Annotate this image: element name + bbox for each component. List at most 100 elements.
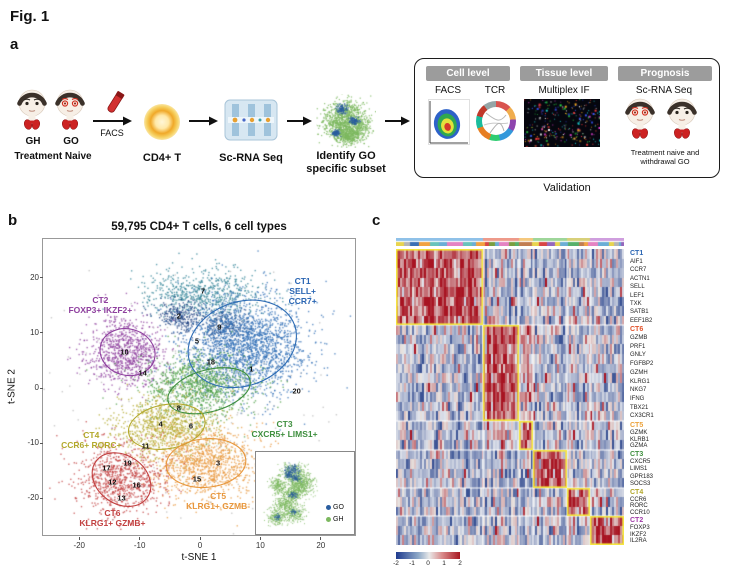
prognosis-caption: Treatment naive and withdrawal GO [630,148,700,167]
gene-label-eef1b2: EEF1B2 [630,317,653,324]
validation-scrna-label: Sc-RNA Seq [635,85,693,96]
tick-mark [78,537,80,540]
tsne-plot: GO GH 1 2 3 4 5 6 7 8 9 10 11 12 13 14 15 16 17 18 19 20 CT1 … [27,238,357,550]
arrow-icon [287,116,312,126]
facs-plot-icon [428,99,470,145]
legend-dot-gh [326,517,331,522]
tsne-label-ct3: CT3 CXCR5+ LIMS1+ [251,419,318,440]
tsne-cluster-number-15: 15 [192,474,202,484]
tsne-label-ct6: CT6 KLRG1+ GZMB+ [79,507,146,528]
gene-label-gzmh: GZMH [630,369,648,376]
validation-facs-label: FACS [434,85,462,96]
heatmap-group-header-ct4: CT4 [630,489,644,496]
tsne-cluster-number-18: 18 [206,357,216,366]
tsne-cluster-number-5: 5 [194,336,200,346]
tsne-label-ct5: CT5 KLRG1+ GZMB- [186,491,251,512]
legend-dot-go [326,505,331,510]
patient-gh-label: GH [25,136,41,147]
gene-label-il2ra: IL2RA [630,538,647,545]
prognosis-patient1-icon [622,95,658,143]
inset-legend-gh: GH [326,516,344,523]
arrow-icon [385,116,410,126]
tsne-cluster-number-19: 19 [123,458,132,467]
heatmap-genes-ct1: CT1 AIF1 CCR7 ACTN1 SELL LEF1 TXK SATB1 EEF1B2 [630,249,725,325]
tick-mark [40,277,43,279]
colorbar-tick-1: 1 [442,560,446,567]
tsne-xtick-20: 20 [316,541,326,550]
panel-a-label: a [10,36,19,53]
heatmap-group-header-ct3: CT3 [630,451,644,458]
gene-label-ccr6: CCR6 [630,497,647,503]
cluster-ellipse-ct4 [127,403,206,450]
cluster-ellipse-ct5 [165,438,247,489]
cluster-ellipse-ct1 [187,299,297,389]
validation-tcr-label: TCR [484,85,506,96]
heatmap-genes-ct5: CT5 GZMK KLRB1 GZMA [630,421,725,450]
tsne-cluster-number-6: 6 [188,421,194,431]
tsne-xtick--10: -10 [133,541,146,550]
gene-label-prf1: PRF1 [630,343,646,350]
gene-label-fgfbp2: FGFBP2 [630,361,654,368]
heatmap-genes-ct3: CT3 CXCR5 LIMS1 GPR183 SOCS3 [630,450,725,488]
identify-label: Identify GO specific subset [306,150,386,176]
legend-label-go: GO [333,504,344,511]
gene-label-satb1: SATB1 [630,309,649,316]
cell-level-header: Cell level [426,66,510,81]
cd4-cell-icon [144,104,180,140]
gene-label-foxp3: FOXP3 [630,525,650,531]
tsne-label-ct2: CT2 FOXP3+ IKZF2+ [68,295,133,316]
tick-mark [40,387,43,389]
scrnaseq-label: Sc-RNA Seq [219,152,283,164]
patient-go-icon [52,86,90,134]
blood-tube-icon [107,91,125,113]
tick-mark [199,537,201,540]
heatmap-colorbar [396,552,460,559]
tcr-chords [483,112,509,134]
cluster-ellipse-ct3 [167,367,251,415]
patient-go-label: GO [63,136,79,147]
heatmap-annotation-bar [396,238,624,246]
tsne-ytick-10: 10 [30,327,39,337]
gene-label-klrb1: KLRB1 [630,436,650,443]
cluster-ellipse-ct6 [91,452,152,507]
gene-label-lims1: LIMS1 [630,466,648,473]
colorbar-tick--2: -2 [393,560,399,567]
tsne-cluster-number-11: 11 [141,441,150,451]
gene-label-ccr7: CCR7 [630,267,647,274]
tsne-xtick--20: -20 [73,541,85,550]
tsne-cluster-number-14: 14 [138,368,147,378]
tsne-xlabel: t-SNE 1 [181,552,217,563]
heatmap-gene-labels: CT1 AIF1 CCR7 ACTN1 SELL LEF1 TXK SATB1 EEF1B2 CT… [630,249,725,545]
scrnaseq-chip-icon [224,99,278,141]
patient-gh-icon [14,86,52,134]
tsne-cluster-number-3: 3 [216,458,221,467]
prognosis-patient2-icon [664,95,700,143]
tsne-cluster-number-1: 1 [249,364,254,374]
tsne-cluster-number-16: 16 [132,480,141,490]
colorbar-tick-2: 2 [458,560,462,567]
heatmap-group-header-ct5: CT5 [630,422,644,429]
tsne-cluster-number-4: 4 [158,419,163,429]
tick-mark [40,332,43,334]
facs-step-label: FACS [100,128,124,138]
tsne-title: 59,795 CD4+ T cells, 6 cell types [111,221,287,233]
gene-label-cx3cr1: CX3CR1 [630,413,654,420]
tsne-blob-icon [316,94,376,148]
gene-label-rorc: RORC [630,503,648,510]
gene-label-klrg1: KLRG1 [630,378,650,385]
tsne-ytick--20: -20 [27,493,39,503]
figure-label: Fig. 1 [10,8,50,25]
gene-label-socs3: SOCS3 [630,480,651,487]
heatmap-group-header-ct1: CT1 [630,250,644,257]
colorbar-tick--1: -1 [409,560,415,567]
cd4-label: CD4+ T [142,152,182,164]
tsne-cluster-ellipses [91,299,297,507]
arrow-icon [189,116,218,126]
tsne-xtick-10: 10 [255,541,265,550]
legend-label-gh: GH [333,516,344,523]
gene-label-sell: SELL [630,284,645,291]
gene-label-gzma: GZMA [630,443,648,450]
tsne-cluster-number-10: 10 [120,347,129,357]
tcr-circos-icon [476,101,516,141]
